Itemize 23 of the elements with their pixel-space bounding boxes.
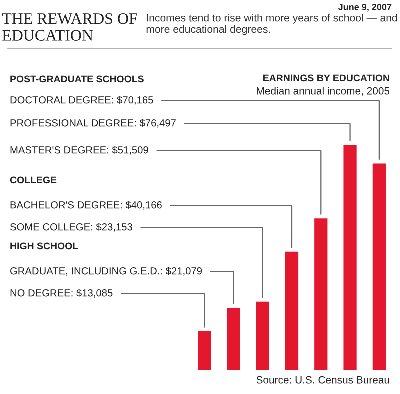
chart-subtitle: Incomes tend to rise with more years of school — and more educational degrees. [146,14,398,36]
bar [314,218,328,370]
bar [344,145,357,370]
data-label: DOCTORAL DEGREE: $70,165 [10,96,154,105]
bar [256,302,270,370]
bar [198,332,212,370]
data-label: NO DEGREE: $13,085 [10,289,113,298]
bar [285,252,299,370]
bar [372,164,386,370]
text: HIGH SCHOOL [10,242,78,250]
data-label: SOME COLLEGE: $23,153 [10,223,132,232]
data-label: GRADUATE, INCLUDING G.E.D.: $21,079 [10,267,202,276]
text: June 9, 2007 [338,4,392,12]
source-note: Source: U.S. Census Bureau [256,376,390,384]
data-label: BACHELOR'S DEGREE: $40,166 [10,201,162,210]
bar [227,308,240,370]
data-label: PROFESSIONAL DEGREE: $76,497 [10,119,176,128]
text: COLLEGE [10,176,57,184]
chart-title: THE REWARDS OF EDUCATION [2,14,138,41]
text: Median annual income, 2005 [257,87,390,96]
text: EARNINGS BY EDUCATION [264,74,390,82]
data-label: MASTER'S DEGREE: $51,509 [10,146,148,155]
text: POST-GRADUATE SCHOOLS [10,76,144,83]
